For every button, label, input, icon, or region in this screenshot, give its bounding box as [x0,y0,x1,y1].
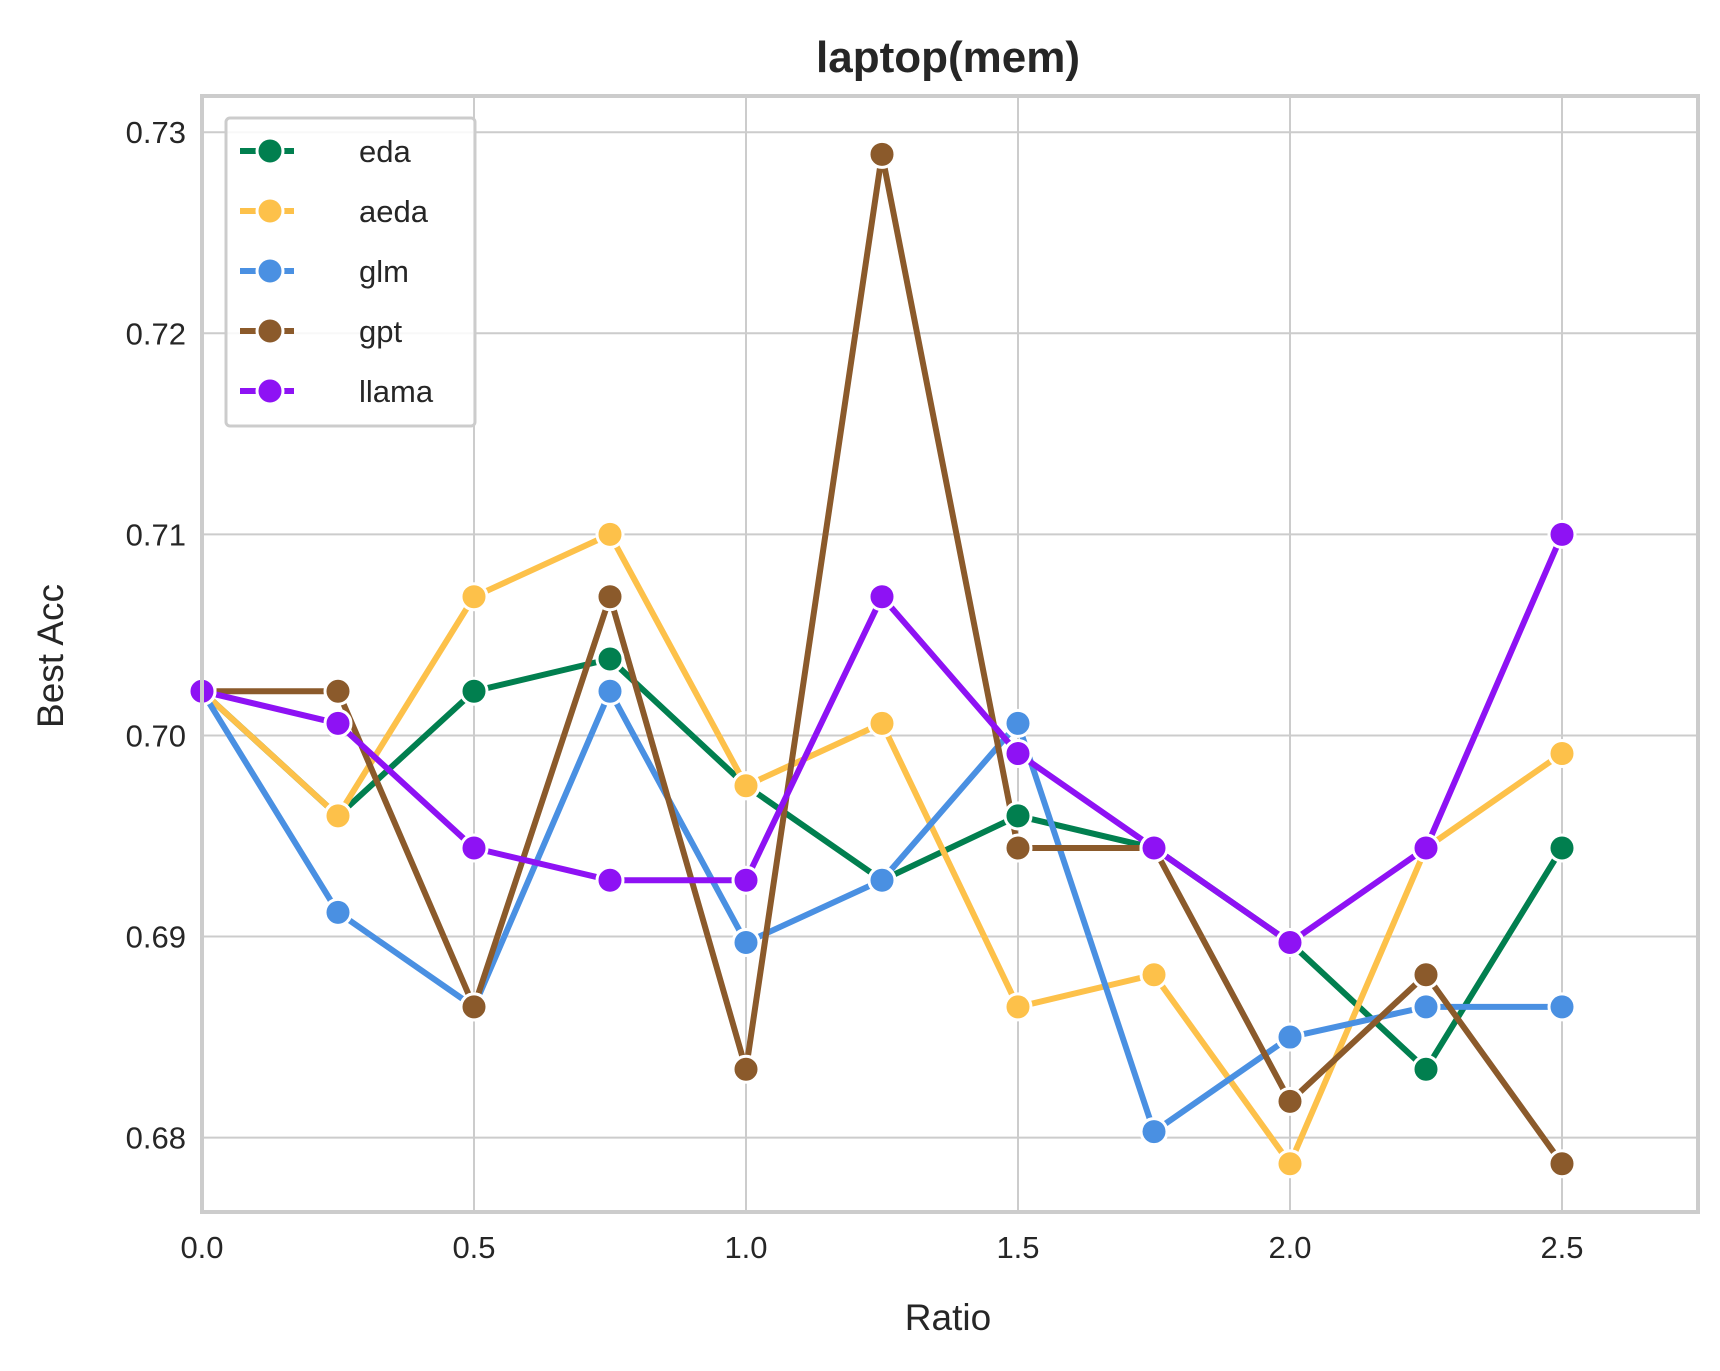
legend-marker-aeda [255,196,285,226]
data-point-aeda [459,582,489,612]
data-point-llama [595,865,625,895]
x-tick-label: 2.5 [1540,1230,1583,1265]
data-point-eda [595,644,625,674]
legend-label-gpt: gpt [359,314,402,349]
data-point-glm [595,676,625,706]
data-point-llama [459,833,489,863]
data-point-eda [459,676,489,706]
tick-labels: 0.0 0.5 1.0 1.5 2.0 2.5 0.68 0.69 0.70 0.71 0.72 0.… [126,115,1584,1265]
data-point-aeda [731,771,761,801]
data-point-aeda [1547,739,1577,769]
data-point-gpt [1411,960,1441,990]
data-point-gpt [459,992,489,1022]
legend-label-eda: eda [359,134,411,169]
data-point-glm [323,897,353,927]
data-point-glm [867,865,897,895]
data-point-gpt [1003,833,1033,863]
legend-label-aeda: aeda [359,194,429,229]
x-tick-label: 1.0 [724,1230,767,1265]
legend-label-llama: llama [359,374,434,409]
data-point-aeda [1139,960,1169,990]
y-tick-label: 0.69 [126,920,186,955]
chart-title: laptop(mem) [816,33,1080,82]
data-point-eda [1411,1054,1441,1084]
x-axis-title: Ratio [905,1297,991,1338]
data-point-aeda [1275,1149,1305,1179]
x-tick-label: 1.5 [996,1230,1039,1265]
data-point-aeda [595,519,625,549]
x-tick-label: 0.5 [452,1230,495,1265]
data-point-gpt [323,676,353,706]
legend: eda aeda glm gpt llama [224,116,477,428]
plot-frame [200,94,1700,1214]
legend-marker-llama [255,376,285,406]
x-tick-label: 0.0 [180,1230,223,1265]
y-tick-label: 0.68 [126,1121,186,1156]
y-tick-label: 0.72 [126,316,186,351]
data-point-llama [867,582,897,612]
data-point-gpt [1275,1086,1305,1116]
y-tick-label: 0.73 [126,115,186,150]
data-point-glm [1547,992,1577,1022]
data-point-gpt [595,582,625,612]
data-point-aeda [323,801,353,831]
data-point-glm [1275,1022,1305,1052]
data-point-glm [1411,992,1441,1022]
y-tick-label: 0.70 [126,718,186,753]
data-point-gpt [731,1054,761,1084]
data-point-llama [1411,833,1441,863]
data-point-llama [1275,928,1305,958]
y-tick-label: 0.71 [126,517,186,552]
data-point-glm [731,928,761,958]
data-point-glm [1139,1117,1169,1147]
legend-box [224,116,477,428]
data-point-aeda [867,708,897,738]
data-point-gpt [1547,1149,1577,1179]
x-tick-label: 2.0 [1268,1230,1311,1265]
y-axis-title: Best Acc [30,584,71,728]
data-point-llama [1139,833,1169,863]
data-point-llama [1003,739,1033,769]
data-point-llama [1547,519,1577,549]
data-point-llama [731,865,761,895]
data-point-glm [1003,708,1033,738]
data-point-eda [1003,801,1033,831]
data-point-eda [1547,833,1577,863]
legend-marker-eda [255,136,285,166]
legend-label-glm: glm [359,254,409,289]
data-point-aeda [1003,992,1033,1022]
legend-marker-glm [255,256,285,286]
data-point-llama [323,708,353,738]
legend-marker-gpt [255,316,285,346]
series-layer [187,139,1577,1179]
data-point-gpt [867,139,897,169]
